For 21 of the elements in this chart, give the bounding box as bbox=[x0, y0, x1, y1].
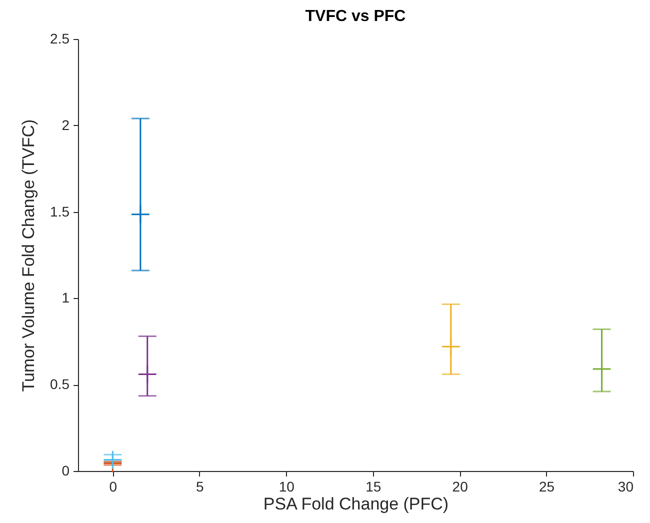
point bbox=[130, 204, 150, 224]
y-tick-label: 0 bbox=[62, 462, 70, 478]
point bbox=[592, 359, 612, 379]
x-tick-label: 20 bbox=[452, 478, 468, 494]
point bbox=[441, 336, 461, 356]
y-tick-label: 0.5 bbox=[50, 376, 70, 392]
y-axis-title: Tumor Volume Fold Change (TVFC) bbox=[19, 119, 38, 392]
x-axis-title: PSA Fold Change (PFC) bbox=[263, 494, 449, 514]
x-tick-label: 15 bbox=[366, 478, 382, 494]
y-tick-label: 2 bbox=[62, 116, 70, 133]
y-tick-label: 2.5 bbox=[50, 30, 70, 46]
x-tick-label: 10 bbox=[278, 478, 295, 494]
point bbox=[102, 450, 122, 470]
x-tick-label: 25 bbox=[538, 478, 555, 494]
x-tick-label: 5 bbox=[196, 478, 204, 494]
x-tick-label: 30 bbox=[618, 478, 634, 494]
x-tick-label: 0 bbox=[109, 478, 118, 494]
y-tick-label: 1.5 bbox=[50, 203, 70, 220]
chart-title: TVFC vs PFC bbox=[305, 8, 406, 25]
point bbox=[138, 364, 158, 384]
y-tick-label: 1 bbox=[62, 290, 70, 306]
